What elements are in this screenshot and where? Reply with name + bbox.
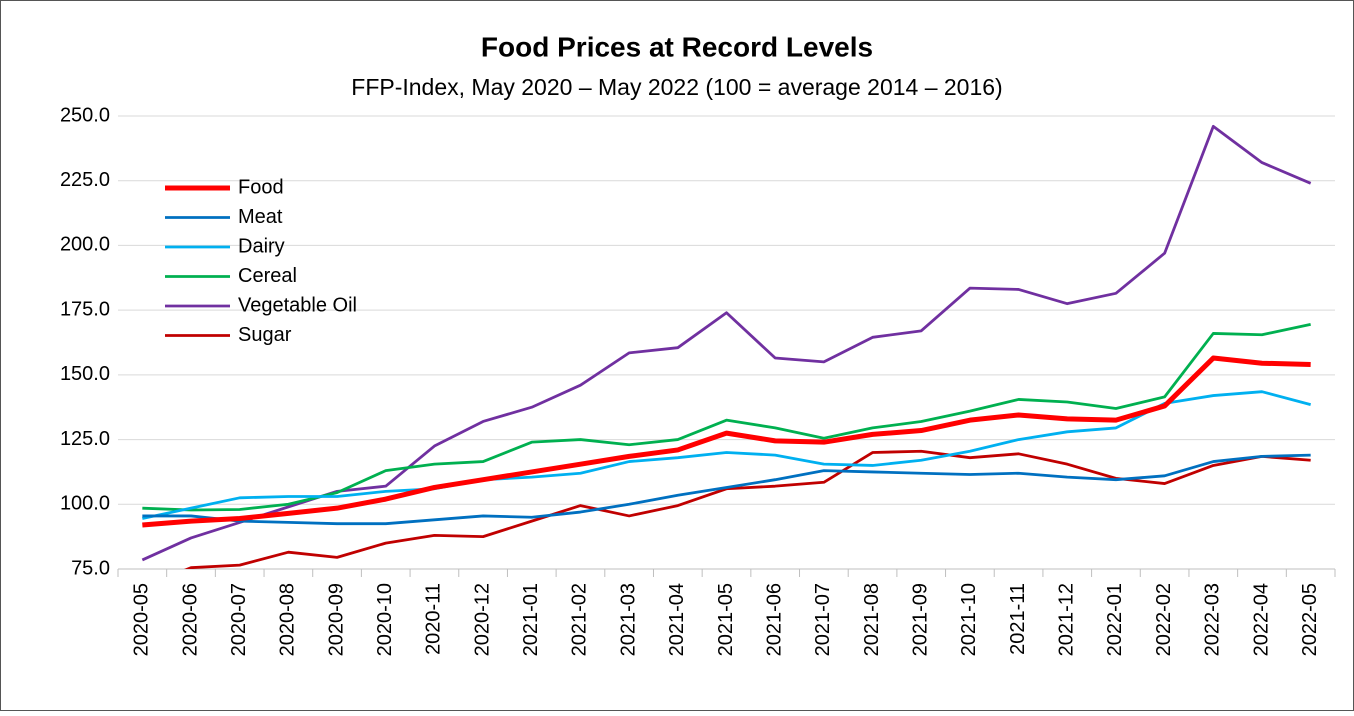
x-tick-label: 2021-12	[1056, 583, 1078, 656]
x-tick-label: 2020-06	[179, 583, 201, 656]
y-tick-label: 200.0	[60, 234, 110, 256]
x-tick-label: 2020-05	[131, 583, 153, 656]
legend-label: Meat	[238, 206, 283, 228]
x-tick-label: 2021-11	[1007, 583, 1029, 655]
legend-label: Sugar	[238, 324, 292, 346]
series-line	[142, 453, 1311, 526]
y-tick-label: 175.0	[60, 298, 110, 320]
x-tick-label: 2020-07	[228, 583, 250, 656]
series-line	[142, 355, 1311, 528]
chart-title: Food Prices at Record Levels	[481, 31, 873, 62]
y-tick-label: 225.0	[60, 169, 110, 191]
y-tick-label: 125.0	[60, 428, 110, 450]
x-tick-label: 2022-02	[1153, 583, 1175, 656]
x-tick-label: 2021-08	[861, 583, 883, 656]
y-tick-label: 100.0	[60, 493, 110, 515]
legend-label: Dairy	[238, 235, 285, 257]
x-tick-label: 2022-01	[1104, 583, 1126, 656]
legend-label: Vegetable Oil	[238, 294, 357, 316]
x-tick-label: 2022-03	[1202, 583, 1224, 656]
plot-lines	[141, 124, 1312, 569]
x-tick-label: 2022-04	[1250, 583, 1272, 656]
x-tick-label: 2021-02	[569, 583, 591, 656]
x-tick-label: 2021-03	[617, 583, 639, 656]
series-line	[142, 323, 1311, 512]
x-tick-label: 2021-04	[666, 583, 688, 656]
x-tick-label: 2021-07	[812, 583, 834, 656]
x-tick-label: 2020-12	[471, 583, 493, 656]
x-tick-label: 2020-08	[277, 583, 299, 656]
x-tick-label: 2020-10	[374, 583, 396, 656]
y-tick-label: 75.0	[71, 557, 110, 579]
x-tick-label: 2021-05	[715, 583, 737, 656]
x-tick-label: 2020-11	[423, 583, 445, 655]
x-tick-label: 2021-01	[520, 583, 542, 656]
series-line	[142, 390, 1312, 520]
legend-label: Food	[238, 176, 284, 198]
x-tick-label: 2021-09	[910, 583, 932, 656]
chart-subtitle: FFP-Index, May 2020 – May 2022 (100 = av…	[351, 74, 1002, 100]
x-tick-label: 2020-09	[325, 583, 347, 656]
legend-label: Cereal	[238, 265, 297, 287]
x-tick-label: 2021-06	[763, 583, 785, 656]
x-tick-label: 2021-10	[958, 583, 980, 656]
y-tick-label: 250.0	[60, 104, 110, 126]
x-tick-label: 2022-05	[1299, 583, 1321, 656]
y-tick-label: 150.0	[60, 363, 110, 385]
